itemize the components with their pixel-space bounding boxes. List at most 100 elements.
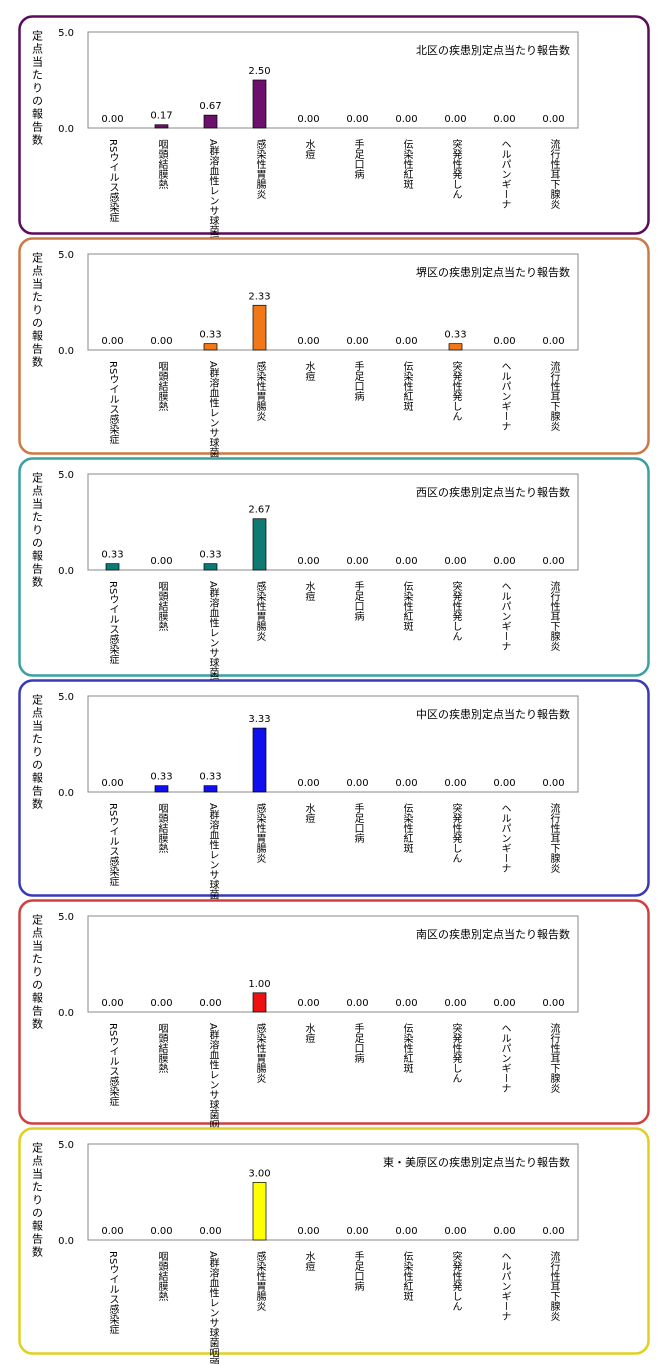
category-label: 伝染性紅斑 <box>401 581 413 632</box>
value-label: 0.00 <box>297 998 319 1009</box>
value-label: 0.33 <box>199 330 221 341</box>
bar <box>154 124 169 129</box>
value-label: 0.00 <box>101 998 123 1009</box>
y-tick-label: 5.0 <box>58 470 74 481</box>
value-label: 0.33 <box>444 330 466 341</box>
category-label: 流行性耳下腺炎 <box>548 1250 560 1321</box>
value-label: 3.00 <box>248 1168 270 1179</box>
category-label: 伝染性紅斑 <box>401 139 413 190</box>
chart-panel: 5.0 0.0 定点当たりの報告数 北区の疾患別定点当たり報告数 0.00 RSウイルス感… <box>18 15 650 266</box>
category-label: ヘルパンギーナ <box>499 1251 511 1321</box>
category-label: A群溶血性レンサ球菌咽頭炎 <box>207 1251 219 1364</box>
chart-title: 堺区の疾患別定点当たり報告数 <box>416 265 570 279</box>
value-label: 0.33 <box>150 772 172 783</box>
category-label: 咽頭結膜熱 <box>156 1251 168 1301</box>
category-label: 突発性発しん <box>450 580 462 641</box>
y-axis-label: 定点当たりの報告数 <box>31 1141 44 1259</box>
chart-title: 北区の疾患別定点当たり報告数 <box>416 43 570 57</box>
y-tick-label: 5.0 <box>58 692 74 703</box>
category-label: ヘルパンギーナ <box>499 1023 511 1093</box>
y-tick-label: 0.0 <box>58 346 74 357</box>
value-label: 0.00 <box>493 336 515 347</box>
value-label: 0.00 <box>542 1226 564 1237</box>
category-label: RSウイルス感染症 <box>107 1023 119 1107</box>
value-label: 0.00 <box>493 1226 515 1237</box>
value-label: 0.00 <box>101 778 123 789</box>
plot-area <box>87 253 579 351</box>
category-label: 突発性発しん <box>450 802 462 863</box>
value-label: 0.00 <box>101 114 123 125</box>
value-label: 0.00 <box>493 114 515 125</box>
category-label: 流行性耳下腺炎 <box>548 1022 560 1093</box>
category-label: 手足口病 <box>352 360 364 402</box>
y-tick-label: 0.0 <box>58 566 74 577</box>
category-label: 突発性発しん <box>450 360 462 421</box>
category-label: 手足口病 <box>352 1022 364 1064</box>
category-label: A群溶血性レンサ球菌咽頭炎 <box>207 803 219 930</box>
category-label: 流行性耳下腺炎 <box>548 580 560 651</box>
value-label: 0.00 <box>493 778 515 789</box>
bar <box>252 79 267 129</box>
value-label: 0.67 <box>199 101 221 112</box>
category-label: 手足口病 <box>352 580 364 622</box>
category-label: ヘルパンギーナ <box>499 803 511 873</box>
value-label: 0.00 <box>542 114 564 125</box>
category-label: 流行性耳下腺炎 <box>548 802 560 873</box>
value-label: 0.00 <box>395 114 417 125</box>
value-label: 0.00 <box>346 556 368 567</box>
category-label: 感染性胃腸炎 <box>254 580 266 641</box>
category-label: A群溶血性レンサ球菌咽頭炎 <box>207 361 219 488</box>
bar <box>203 563 218 571</box>
plot-area <box>87 31 579 129</box>
value-label: 0.00 <box>493 998 515 1009</box>
chart-panel: 5.0 0.0 定点当たりの報告数 南区の疾患別定点当たり報告数 0.00 RSウイルス感… <box>18 899 650 1150</box>
value-label: 0.33 <box>101 550 123 561</box>
value-label: 0.00 <box>395 336 417 347</box>
value-label: 0.17 <box>150 111 172 122</box>
value-label: 0.33 <box>199 550 221 561</box>
category-label: 水痘 <box>303 1251 315 1271</box>
category-label: 水痘 <box>303 803 315 823</box>
y-tick-label: 0.0 <box>58 788 74 799</box>
value-label: 1.00 <box>248 979 270 990</box>
value-label: 0.00 <box>346 998 368 1009</box>
category-label: 咽頭結膜熱 <box>156 803 168 853</box>
category-label: ヘルパンギーナ <box>499 581 511 651</box>
value-label: 0.00 <box>542 778 564 789</box>
category-label: 咽頭結膜熱 <box>156 361 168 411</box>
plot-area <box>87 695 579 793</box>
category-label: 流行性耳下腺炎 <box>548 360 560 431</box>
value-label: 0.00 <box>101 1226 123 1237</box>
category-label: 感染性胃腸炎 <box>254 802 266 863</box>
category-label: 突発性発しん <box>450 138 462 199</box>
value-label: 0.00 <box>150 336 172 347</box>
value-label: 0.00 <box>346 114 368 125</box>
category-label: RSウイルス感染症 <box>107 361 119 445</box>
value-label: 0.00 <box>542 556 564 567</box>
category-label: RSウイルス感染症 <box>107 803 119 887</box>
category-label: ヘルパンギーナ <box>499 361 511 431</box>
category-label: A群溶血性レンサ球菌咽頭炎 <box>207 581 219 708</box>
y-tick-label: 5.0 <box>58 912 74 923</box>
y-axis-label: 定点当たりの報告数 <box>31 693 44 811</box>
category-label: 感染性胃腸炎 <box>254 360 266 421</box>
bar <box>252 727 267 793</box>
category-label: A群溶血性レンサ球菌咽頭炎 <box>207 139 219 266</box>
value-label: 0.00 <box>297 336 319 347</box>
category-label: 水痘 <box>303 1023 315 1043</box>
y-axis-label: 定点当たりの報告数 <box>31 251 44 369</box>
category-label: 手足口病 <box>352 138 364 180</box>
value-label: 0.00 <box>395 998 417 1009</box>
value-label: 0.00 <box>297 778 319 789</box>
value-label: 0.00 <box>297 556 319 567</box>
y-axis-label: 定点当たりの報告数 <box>31 471 44 589</box>
value-label: 0.00 <box>493 556 515 567</box>
y-tick-label: 5.0 <box>58 28 74 39</box>
category-label: ヘルパンギーナ <box>499 139 511 209</box>
plot-area <box>87 473 579 571</box>
category-label: 突発性発しん <box>450 1022 462 1083</box>
category-label: 手足口病 <box>352 802 364 844</box>
category-label: 水痘 <box>303 361 315 381</box>
category-label: 感染性胃腸炎 <box>254 138 266 199</box>
bar <box>105 563 120 571</box>
